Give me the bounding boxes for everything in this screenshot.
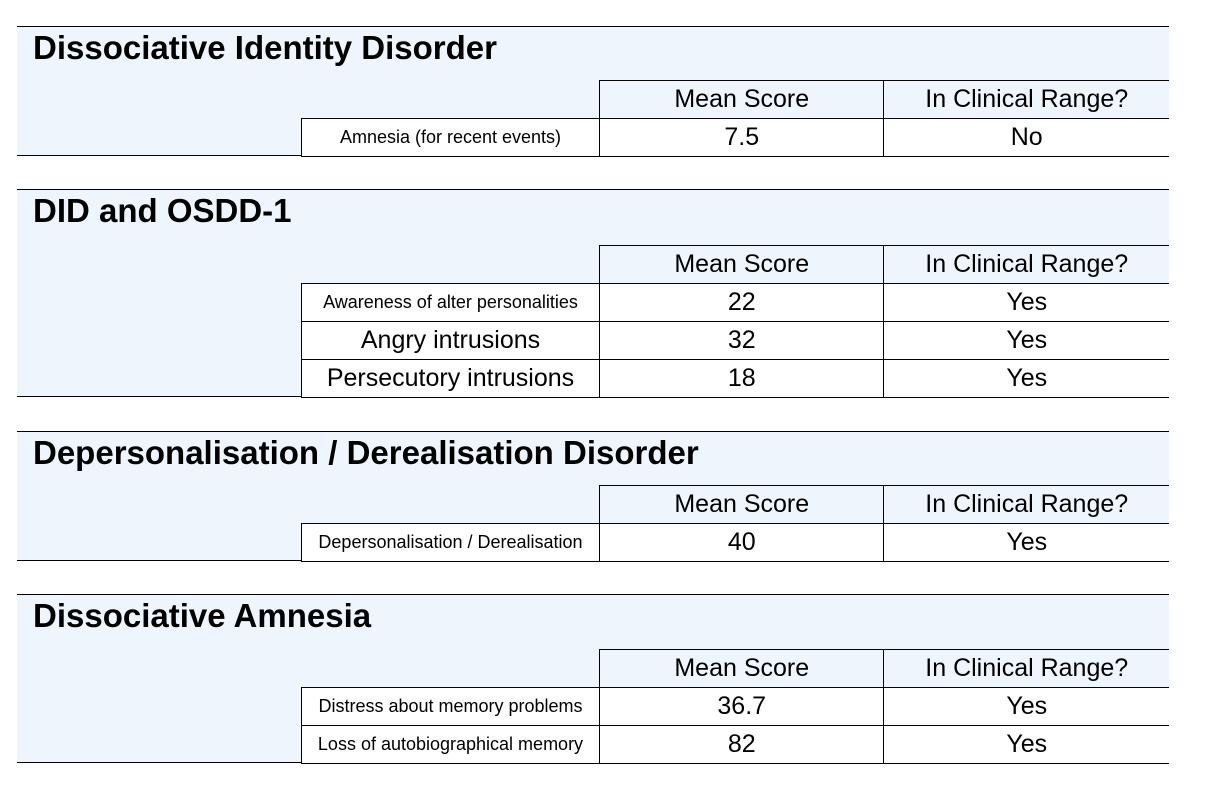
- score-table: Mean Score In Clinical Range? Awareness …: [301, 244, 1169, 398]
- row-mean-score: 32: [598, 320, 885, 360]
- table-row: Awareness of alter personalities 22 Yes: [301, 282, 1169, 322]
- row-label: Awareness of alter personalities: [301, 282, 600, 322]
- header-blank: [301, 649, 600, 688]
- header-mean-score: Mean Score: [598, 648, 885, 688]
- header-mean-score: Mean Score: [598, 484, 885, 524]
- section-did-and-osdd-1: DID and OSDD-1 Mean Score In Clinical Ra…: [17, 189, 1169, 398]
- header-clinical-range: In Clinical Range?: [883, 244, 1169, 284]
- row-mean-score: 18: [598, 358, 885, 398]
- score-table: Mean Score In Clinical Range? Amnesia (f…: [301, 79, 1169, 157]
- header-clinical-range: In Clinical Range?: [883, 648, 1169, 688]
- row-clinical-range: Yes: [883, 686, 1169, 726]
- header-mean-score: Mean Score: [598, 244, 885, 284]
- table-row: Amnesia (for recent events) 7.5 No: [301, 117, 1169, 157]
- header-blank: [301, 80, 600, 119]
- header-clinical-range: In Clinical Range?: [883, 484, 1169, 524]
- row-clinical-range: No: [883, 117, 1169, 157]
- header-clinical-range: In Clinical Range?: [883, 79, 1169, 119]
- row-mean-score: 22: [598, 282, 885, 322]
- section-dissociative-identity-disorder: Dissociative Identity Disorder Mean Scor…: [17, 26, 1169, 157]
- section-title: Depersonalisation / Derealisation Disord…: [33, 434, 699, 471]
- section-title: DID and OSDD-1: [33, 192, 292, 229]
- row-label: Angry intrusions: [301, 320, 600, 360]
- table-header-row: Mean Score In Clinical Range?: [301, 79, 1169, 119]
- row-label: Distress about memory problems: [301, 686, 600, 726]
- table-row: Depersonalisation / Derealisation 40 Yes: [301, 522, 1169, 562]
- row-mean-score: 40: [598, 522, 885, 562]
- header-blank: [301, 485, 600, 524]
- row-clinical-range: Yes: [883, 724, 1169, 764]
- table-row: Angry intrusions 32 Yes: [301, 320, 1169, 360]
- row-mean-score: 36.7: [598, 686, 885, 726]
- row-clinical-range: Yes: [883, 522, 1169, 562]
- section-title: Dissociative Identity Disorder: [33, 29, 497, 66]
- table-row: Loss of autobiographical memory 82 Yes: [301, 724, 1169, 764]
- row-clinical-range: Yes: [883, 282, 1169, 322]
- table-header-row: Mean Score In Clinical Range?: [301, 648, 1169, 688]
- table-header-row: Mean Score In Clinical Range?: [301, 484, 1169, 524]
- row-label: Depersonalisation / Derealisation: [301, 522, 600, 562]
- table-row: Persecutory intrusions 18 Yes: [301, 358, 1169, 398]
- row-clinical-range: Yes: [883, 320, 1169, 360]
- table-row: Distress about memory problems 36.7 Yes: [301, 686, 1169, 726]
- header-mean-score: Mean Score: [598, 79, 885, 119]
- row-label: Amnesia (for recent events): [301, 117, 600, 157]
- section-depersonalisation-derealisation-disorder: Depersonalisation / Derealisation Disord…: [17, 431, 1169, 562]
- score-table: Mean Score In Clinical Range? Depersonal…: [301, 484, 1169, 562]
- row-label: Loss of autobiographical memory: [301, 724, 600, 764]
- row-clinical-range: Yes: [883, 358, 1169, 398]
- section-dissociative-amnesia: Dissociative Amnesia Mean Score In Clini…: [17, 594, 1169, 764]
- section-title: Dissociative Amnesia: [33, 597, 372, 634]
- row-mean-score: 82: [598, 724, 885, 764]
- row-mean-score: 7.5: [598, 117, 885, 157]
- row-label: Persecutory intrusions: [301, 358, 600, 398]
- score-table: Mean Score In Clinical Range? Distress a…: [301, 648, 1169, 764]
- table-header-row: Mean Score In Clinical Range?: [301, 244, 1169, 284]
- header-blank: [301, 245, 600, 284]
